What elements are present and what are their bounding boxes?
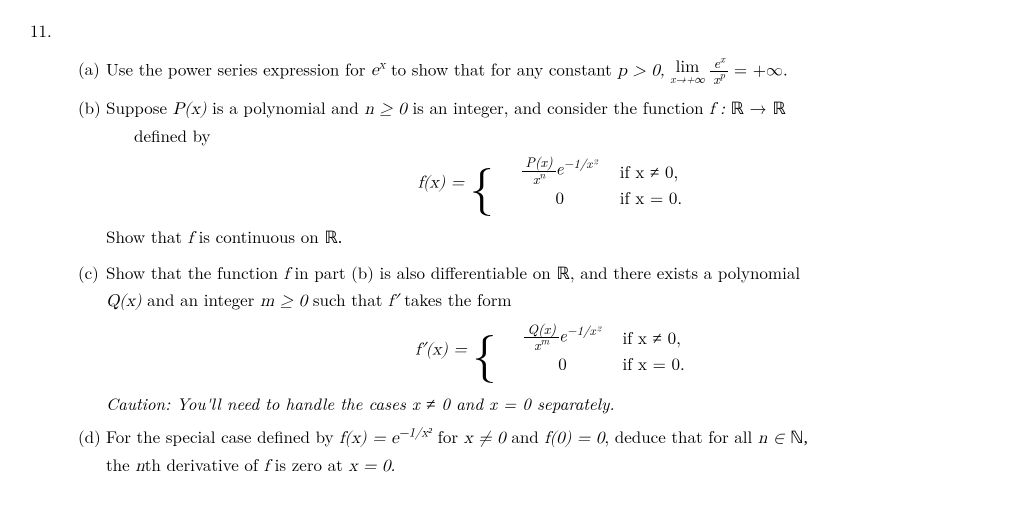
part-a-body: Use the power series expression for ex t… — [106, 56, 994, 88]
c-case1-expr: Q(x) xm e−1/x² — [502, 322, 622, 354]
b-case1-frac: P(x) xn — [522, 155, 555, 187]
c-m: m ≥ 0 — [260, 293, 307, 310]
b-R1: ℝ — [731, 99, 744, 118]
c-eq-lhs: f′(x) = — [415, 341, 472, 358]
b-cases: P(x) xn e−1/x² if x ≠ 0, 0 if x = 0. — [500, 158, 682, 210]
c-l2a: and an integer — [141, 287, 260, 311]
part-d-label: (d) — [78, 424, 106, 479]
part-a-eqinf: = +∞. — [734, 62, 788, 79]
d-l2a: the — [106, 452, 135, 476]
b-R2: ℝ — [772, 99, 785, 118]
part-b-body: Suppose P(x) is a polynomial and n ≥ 0 i… — [106, 95, 994, 252]
b-P: P(x) — [173, 101, 207, 118]
d-t3: and — [506, 424, 545, 448]
b-case1: P(x) xn e−1/x² if x ≠ 0, — [500, 158, 682, 184]
d-line2: the nth derivative of f is zero at x = 0… — [106, 452, 994, 480]
part-c: (c) Show that the function f in part (b)… — [78, 260, 994, 417]
part-a: (a) Use the power series expression for … — [78, 56, 994, 88]
c-line2: Q(x) and an integer m ≥ 0 such that f′ t… — [106, 287, 994, 315]
frac-den: xp — [710, 72, 728, 87]
c-t2: in part (b) is also differentiable on — [289, 260, 557, 284]
b-eq-display: f(x) = { P(x) xn e−1/x² if x ≠ 0, — [106, 154, 994, 214]
c-case1-frac: Q(x) xm — [524, 322, 559, 354]
c-case1: Q(x) xm e−1/x² if x ≠ 0, — [502, 325, 684, 351]
d-f0: f(0) = 0 — [544, 430, 604, 447]
part-a-label: (a) — [78, 56, 106, 88]
c-piecewise: { Q(x) xm e−1/x² if x ≠ 0, — [472, 325, 684, 377]
part-b: (b) Suppose P(x) is a polynomial and n ≥… — [78, 95, 994, 252]
brace-icon: { — [470, 160, 494, 208]
b-arrow: → — [744, 95, 772, 119]
c-case2: 0 if x = 0. — [502, 351, 684, 377]
c-l2c: takes the form — [399, 287, 512, 311]
b-definedby: defined by — [134, 123, 994, 149]
limit-expr: lim x→+∞ — [670, 57, 704, 85]
brace-icon-2: { — [472, 327, 496, 375]
d-n: n ∈ — [758, 430, 790, 447]
c-case2-expr: 0 — [502, 351, 622, 377]
b-case2-expr: 0 — [500, 185, 620, 211]
d-xne: x ≠ 0 — [464, 430, 506, 447]
d-l2c: is zero at — [269, 452, 348, 476]
caution-text: Caution: You'll need to handle the cases… — [106, 391, 994, 417]
b-show-R: ℝ. — [324, 228, 342, 247]
part-b-label: (b) — [78, 95, 106, 252]
d-l2b: th derivative of — [145, 452, 264, 476]
part-a-text1: Use the power series expression for — [106, 56, 371, 80]
part-a-pgt: p > 0, — [617, 62, 670, 79]
d-l2n: n — [135, 458, 144, 475]
b-piecewise: { P(x) xn e−1/x² if x ≠ 0, — [470, 158, 682, 210]
c-l2b: such that — [307, 287, 388, 311]
part-c-body: Show that the function f in part (b) is … — [106, 260, 994, 417]
c-R: ℝ — [556, 264, 569, 283]
d-fx: f(x) = e−1/x² — [339, 430, 432, 447]
c-fp: f′ — [388, 293, 399, 310]
d-N: ℕ, — [790, 428, 808, 447]
b-n: n ≥ 0 — [364, 101, 406, 118]
b-t1: Suppose — [106, 95, 173, 119]
b-eq-lhs: f(x) = — [418, 175, 470, 192]
part-a-ex: ex — [371, 62, 385, 79]
b-t2: is a polynomial and — [206, 95, 364, 119]
frac-ex-xp: ex xp — [710, 56, 728, 88]
b-case1-expr: P(x) xn e−1/x² — [500, 155, 620, 187]
part-d: (d) For the special case defined by f(x)… — [78, 424, 994, 479]
b-f: f : — [709, 101, 730, 118]
c-case1-cond: if x ≠ 0, — [622, 325, 680, 351]
b-case2: 0 if x = 0. — [500, 184, 682, 210]
b-show1: Show that — [106, 224, 188, 248]
d-t1: For the special case defined by — [106, 424, 339, 448]
d-t4: , deduce that for all — [604, 424, 758, 448]
b-case1-cond: if x ≠ 0, — [620, 159, 678, 185]
b-case2-cond: if x = 0. — [620, 185, 682, 211]
parts-container: (a) Use the power series expression for … — [78, 56, 994, 480]
c-case2-cond: if x = 0. — [622, 351, 684, 377]
c-Q: Q(x) — [106, 293, 141, 310]
d-l2x0: x = 0. — [348, 458, 395, 475]
problem-number: 11. — [30, 18, 994, 44]
part-c-label: (c) — [78, 260, 106, 417]
b-show2: is continuous on — [193, 224, 324, 248]
b-t3: is an integer, and consider the function — [407, 95, 710, 119]
part-d-body: For the special case defined by f(x) = e… — [106, 424, 994, 479]
c-eq-display: f′(x) = { Q(x) xm e−1/x² if x ≠ 0, — [106, 321, 994, 381]
c-t1: Show that the function — [106, 260, 284, 284]
c-cases: Q(x) xm e−1/x² if x ≠ 0, 0 if x = 0. — [502, 325, 684, 377]
limit-sub: x→+∞ — [670, 74, 704, 85]
c-t3: , and there exists a polynomial — [570, 260, 800, 284]
part-a-text2: to show that for any constant — [385, 56, 617, 80]
d-t2: for — [432, 424, 464, 448]
